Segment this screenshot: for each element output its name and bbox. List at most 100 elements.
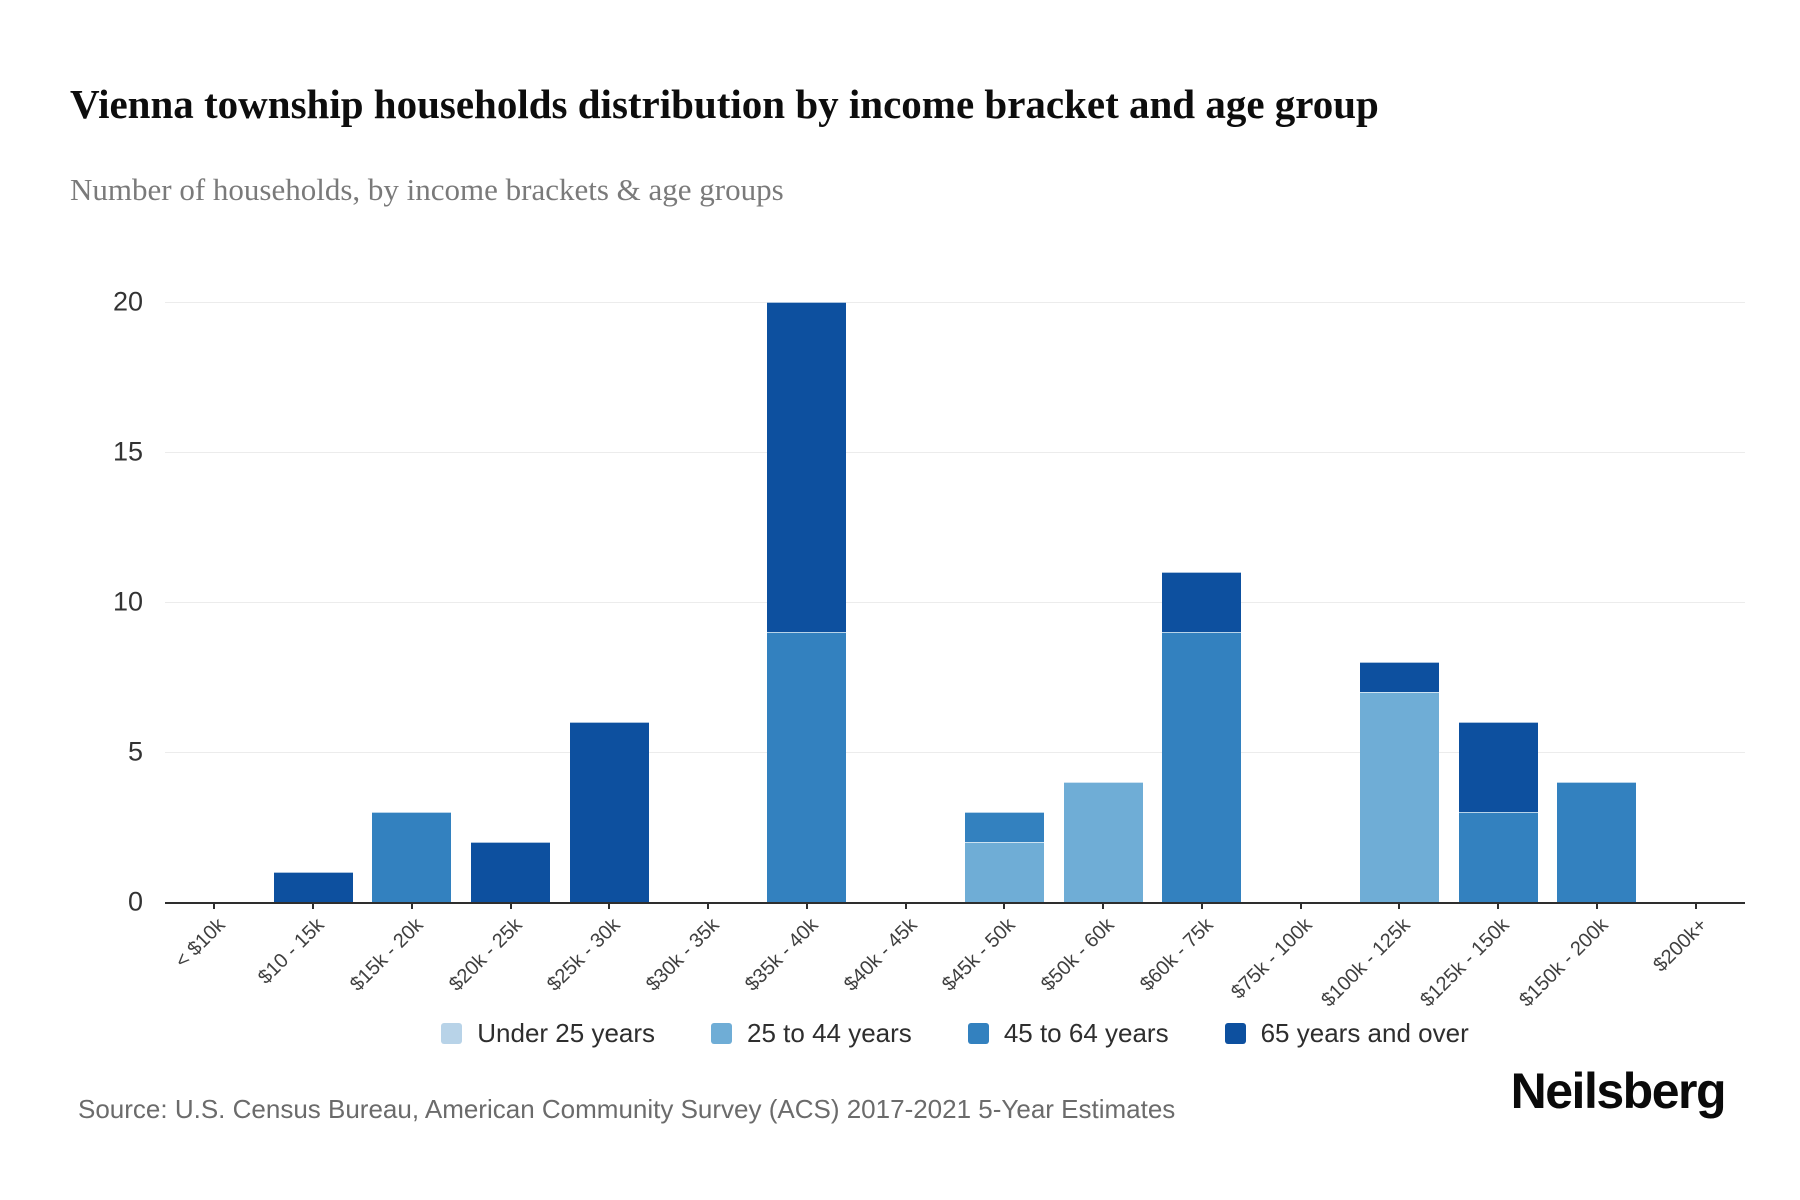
bar-column	[1350, 302, 1449, 902]
bar-segment-45-to-64-years	[1458, 812, 1538, 902]
x-tick-label: $30k - 35k	[642, 914, 724, 996]
bar-column	[1153, 302, 1252, 902]
x-tick-label: $200k+	[1648, 914, 1712, 977]
bar-segment-45-to-64-years	[1162, 632, 1242, 902]
stacked-bar	[372, 812, 452, 902]
x-axis-tick	[410, 902, 413, 909]
legend: Under 25 years 25 to 44 years 45 to 64 yea…	[165, 1018, 1745, 1049]
legend-swatch	[967, 1023, 989, 1044]
x-axis-tick	[1497, 902, 1500, 909]
y-tick-label: 20	[112, 286, 143, 317]
x-axis-tick	[1398, 902, 1401, 909]
bar-column	[856, 302, 955, 902]
y-tick-label: 10	[112, 586, 143, 617]
gridline-15	[165, 452, 1745, 453]
x-axis-tick	[707, 902, 710, 909]
source-note: Source: U.S. Census Bureau, American Com…	[78, 1094, 1176, 1124]
legend-swatch	[441, 1023, 463, 1044]
legend-label: 45 to 64 years	[1003, 1018, 1169, 1048]
bar-segment-65-years-and-over	[569, 722, 649, 902]
x-tick-label: $45k - 50k	[938, 914, 1020, 996]
bar-column	[659, 302, 758, 902]
stacked-bar	[1359, 662, 1439, 902]
legend-item-45-to-64-years: 45 to 64 years	[967, 1018, 1169, 1049]
bar-segment-65-years-and-over	[1359, 662, 1439, 692]
bar-columns	[165, 302, 1745, 902]
x-tick-label: $150k - 200k	[1515, 914, 1613, 1012]
bar-column	[165, 302, 264, 902]
stacked-bar	[1063, 782, 1143, 902]
bar-segment-65-years-and-over	[1458, 722, 1538, 812]
x-axis-tick	[904, 902, 907, 909]
x-tick-label: $75k - 100k	[1226, 914, 1317, 1004]
x-tick-label: $35k - 40k	[740, 914, 823, 996]
x-tick-label: $125k - 150k	[1416, 914, 1514, 1012]
stacked-bar	[1557, 782, 1637, 902]
bar-segment-65-years-and-over	[471, 842, 551, 902]
legend-swatch	[711, 1023, 733, 1044]
x-tick-label: $60k - 75k	[1135, 914, 1218, 996]
x-tick-label: $50k - 60k	[1037, 914, 1119, 996]
x-axis-tick	[608, 902, 611, 909]
brand-logo: Neilsberg	[1510, 1063, 1727, 1119]
bar-column	[1251, 302, 1350, 902]
bar-column	[363, 302, 462, 902]
x-tick-label: $40k - 45k	[839, 914, 922, 996]
x-axis-tick	[312, 902, 315, 909]
legend-label: Under 25 years	[477, 1018, 656, 1048]
stacked-bar	[964, 812, 1044, 902]
stacked-bar	[471, 842, 551, 902]
x-tick-label: $15k - 20k	[345, 914, 428, 996]
legend-swatch	[1224, 1023, 1246, 1044]
gridline-10	[165, 602, 1745, 603]
x-axis-tick	[1694, 902, 1697, 909]
bar-segment-45-to-64-years	[767, 632, 847, 902]
bar-column	[758, 302, 857, 902]
bar-segment-25-to-44-years	[1359, 692, 1439, 902]
legend-item-under-25-years: Under 25 years	[441, 1018, 655, 1049]
y-tick-label: 15	[112, 436, 143, 467]
bar-column	[560, 302, 659, 902]
y-tick-label: 0	[127, 886, 143, 917]
bar-segment-25-to-44-years	[964, 842, 1044, 902]
gridline-20	[165, 302, 1745, 303]
bar-column	[955, 302, 1054, 902]
legend-item-25-to-44-years: 25 to 44 years	[711, 1018, 912, 1049]
x-axis-tick	[805, 902, 808, 909]
x-tick-label: $10 - 15k	[254, 914, 329, 989]
bar-segment-45-to-64-years	[964, 812, 1044, 842]
plot-area: 0 5 10 15 20 < $10k $10 - 15k $15k - 20k $20k - …	[113, 288, 1745, 1011]
bar-column	[1646, 302, 1745, 902]
stacked-bar	[569, 722, 649, 902]
bar-column	[1054, 302, 1153, 902]
stacked-bar	[273, 872, 353, 902]
x-axis-tick	[1102, 902, 1105, 909]
legend-label: 25 to 44 years	[747, 1018, 912, 1048]
page-subtitle: Number of households, by income brackets…	[70, 172, 784, 207]
x-axis-tick	[1299, 902, 1302, 909]
legend-item-65-years-and-over: 65 years and over	[1224, 1018, 1469, 1049]
bar-column	[1449, 302, 1548, 902]
page-title: Vienna township households distribution …	[70, 81, 1379, 128]
bar-segment-65-years-and-over	[767, 302, 847, 632]
bar-segment-65-years-and-over	[1162, 572, 1242, 632]
x-tick-label: $100k - 125k	[1317, 914, 1415, 1012]
y-tick-label: 5	[127, 736, 143, 767]
x-tick-label: $20k - 25k	[444, 914, 527, 996]
bar-column	[1548, 302, 1647, 902]
legend-label: 65 years and over	[1260, 1018, 1469, 1048]
x-axis-tick	[1003, 902, 1006, 909]
x-tick-label: < $10k	[171, 914, 230, 973]
stacked-bar	[1458, 722, 1538, 902]
bar-segment-45-to-64-years	[1557, 782, 1637, 902]
stacked-bar	[1162, 572, 1242, 902]
bar-segment-45-to-64-years	[372, 812, 452, 902]
bar-column	[264, 302, 363, 902]
x-tick-label: $25k - 30k	[543, 914, 625, 996]
x-axis-tick	[1200, 902, 1203, 909]
bar-segment-25-to-44-years	[1063, 782, 1143, 902]
x-axis-tick	[1595, 902, 1598, 909]
x-axis-tick	[509, 902, 512, 909]
bar-segment-65-years-and-over	[273, 872, 353, 902]
